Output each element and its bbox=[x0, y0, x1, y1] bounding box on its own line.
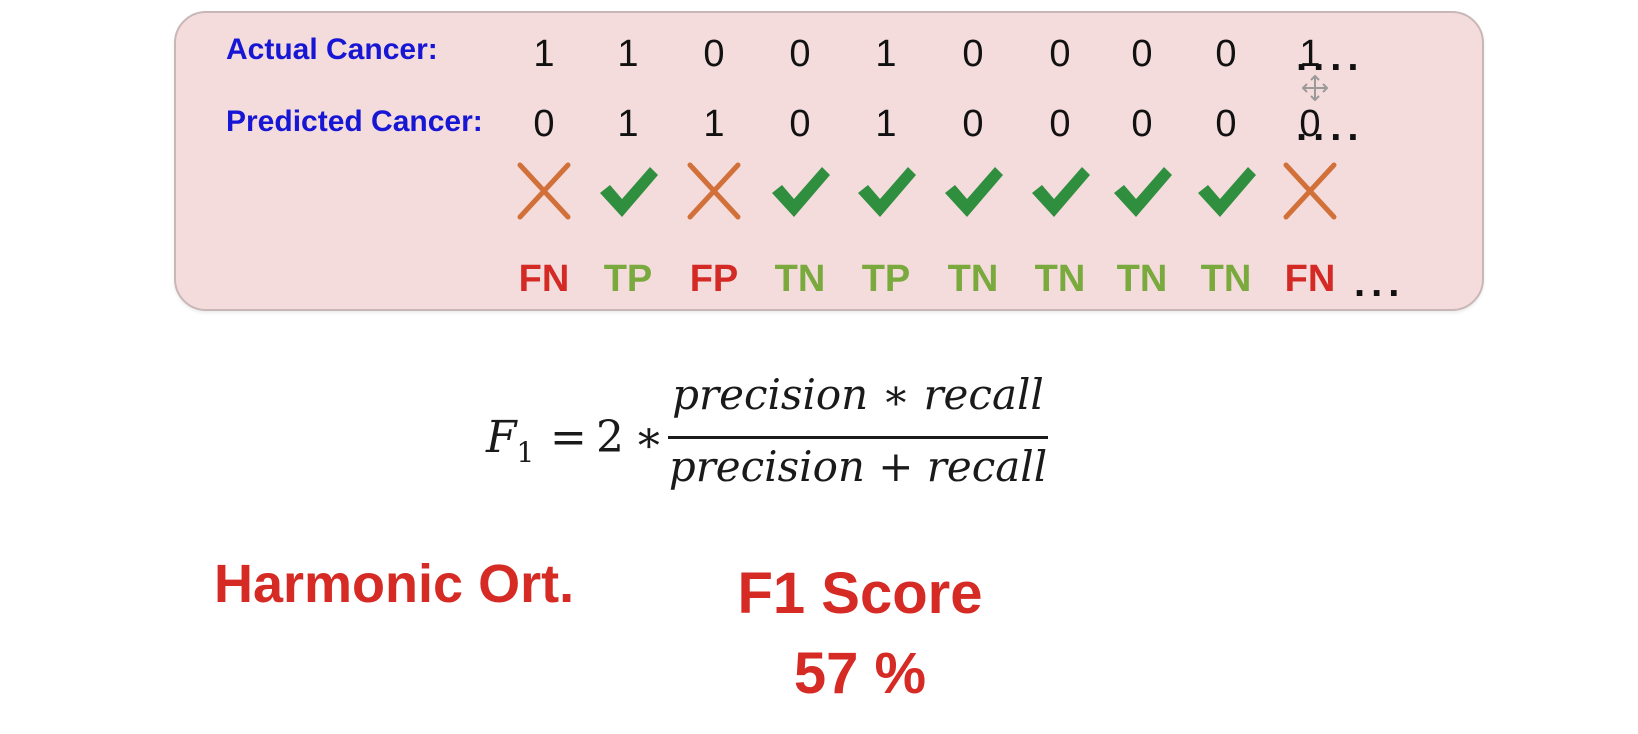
f1-score-title: F1 Score bbox=[737, 561, 983, 626]
check-icon bbox=[858, 167, 916, 217]
predicted-value: 0 bbox=[1049, 103, 1071, 145]
actual-value: 0 bbox=[1215, 33, 1237, 75]
formula-lhs-subscript: 1 bbox=[516, 435, 535, 469]
check-icon bbox=[772, 167, 830, 217]
f1-formula: F1 = 2 ∗ precision ∗ recall precision + … bbox=[486, 370, 1066, 510]
actual-value: 1 bbox=[533, 33, 555, 75]
harmonic-mean-label: Harmonic Ort. bbox=[214, 554, 575, 614]
confusion-example-panel: Actual Cancer: Predicted Cancer: 1 1 0 0 1 0 0… bbox=[174, 11, 1484, 311]
result-code: TP bbox=[861, 258, 911, 300]
actual-value: 0 bbox=[1049, 33, 1071, 75]
predicted-value: 1 bbox=[875, 103, 897, 145]
formula-factor: 2 bbox=[596, 412, 624, 463]
check-icon bbox=[600, 167, 658, 217]
result-code: TN bbox=[1116, 258, 1168, 300]
cross-icon bbox=[517, 162, 571, 220]
result-code: FP bbox=[689, 258, 739, 300]
codes-trailing-dots: ... bbox=[1354, 261, 1406, 305]
cross-icon bbox=[687, 162, 741, 220]
formula-numerator: precision ∗ recall bbox=[672, 370, 1044, 419]
actual-trailing-dots: .... bbox=[1296, 35, 1365, 79]
move-cursor-icon bbox=[1301, 74, 1329, 102]
predicted-value: 0 bbox=[962, 103, 984, 145]
result-code: FN bbox=[1284, 258, 1336, 300]
predicted-value: 0 bbox=[533, 103, 555, 145]
predicted-value: 1 bbox=[703, 103, 725, 145]
actual-value: 0 bbox=[703, 33, 725, 75]
actual-value: 0 bbox=[1131, 33, 1153, 75]
formula-equals: = bbox=[550, 412, 587, 463]
result-code: TN bbox=[947, 258, 999, 300]
result-code: FN bbox=[518, 258, 570, 300]
result-code: TN bbox=[1034, 258, 1086, 300]
actual-value: 1 bbox=[875, 33, 897, 75]
predicted-trailing-dots: .... bbox=[1296, 105, 1365, 149]
actual-value: 1 bbox=[617, 33, 639, 75]
check-icon bbox=[1114, 167, 1172, 217]
check-icon bbox=[945, 167, 1003, 217]
result-code: TP bbox=[603, 258, 653, 300]
formula-times: ∗ bbox=[634, 412, 664, 463]
result-code: TN bbox=[1200, 258, 1252, 300]
formula-denominator: precision + recall bbox=[668, 442, 1048, 491]
formula-lhs: F1 bbox=[486, 412, 535, 469]
actual-value: 0 bbox=[962, 33, 984, 75]
f1-score-value: 57 % bbox=[793, 641, 927, 706]
predicted-value: 1 bbox=[617, 103, 639, 145]
predicted-value: 0 bbox=[1131, 103, 1153, 145]
actual-value: 0 bbox=[789, 33, 811, 75]
result-code: TN bbox=[774, 258, 826, 300]
predicted-value: 0 bbox=[1215, 103, 1237, 145]
check-icon bbox=[1198, 167, 1256, 217]
predicted-value: 0 bbox=[789, 103, 811, 145]
predicted-cancer-label: Predicted Cancer: bbox=[226, 105, 483, 138]
formula-fraction-bar bbox=[668, 436, 1048, 439]
actual-cancer-label: Actual Cancer: bbox=[226, 33, 438, 66]
actual-value: 1 bbox=[1299, 33, 1321, 75]
cross-icon bbox=[1283, 162, 1337, 220]
predicted-value: 0 bbox=[1299, 103, 1321, 145]
check-icon bbox=[1032, 167, 1090, 217]
